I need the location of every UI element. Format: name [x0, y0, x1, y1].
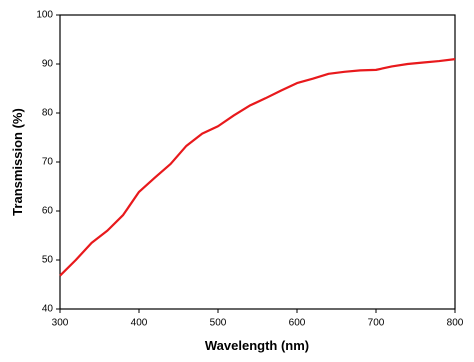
- plot-frame: [59, 14, 456, 310]
- y-tick-label: 70: [42, 157, 54, 168]
- x-tick-label: 800: [447, 318, 464, 329]
- x-tick-label: 300: [52, 318, 69, 329]
- x-tick-label: 400: [131, 318, 148, 329]
- y-tick-label: 60: [42, 206, 54, 217]
- y-axis-label: Transmission (%): [10, 108, 25, 216]
- x-tick-label: 500: [210, 318, 227, 329]
- x-tick-label: 700: [368, 318, 385, 329]
- y-tick-label: 40: [42, 304, 54, 315]
- x-axis-label: Wavelength (nm): [205, 338, 309, 353]
- x-tick-label: 600: [289, 318, 306, 329]
- y-tick-label: 100: [36, 10, 53, 21]
- y-tick-label: 90: [42, 59, 54, 70]
- y-tick-label: 80: [42, 108, 54, 119]
- y-tick-label: 50: [42, 255, 54, 266]
- data-line: [59, 58, 456, 277]
